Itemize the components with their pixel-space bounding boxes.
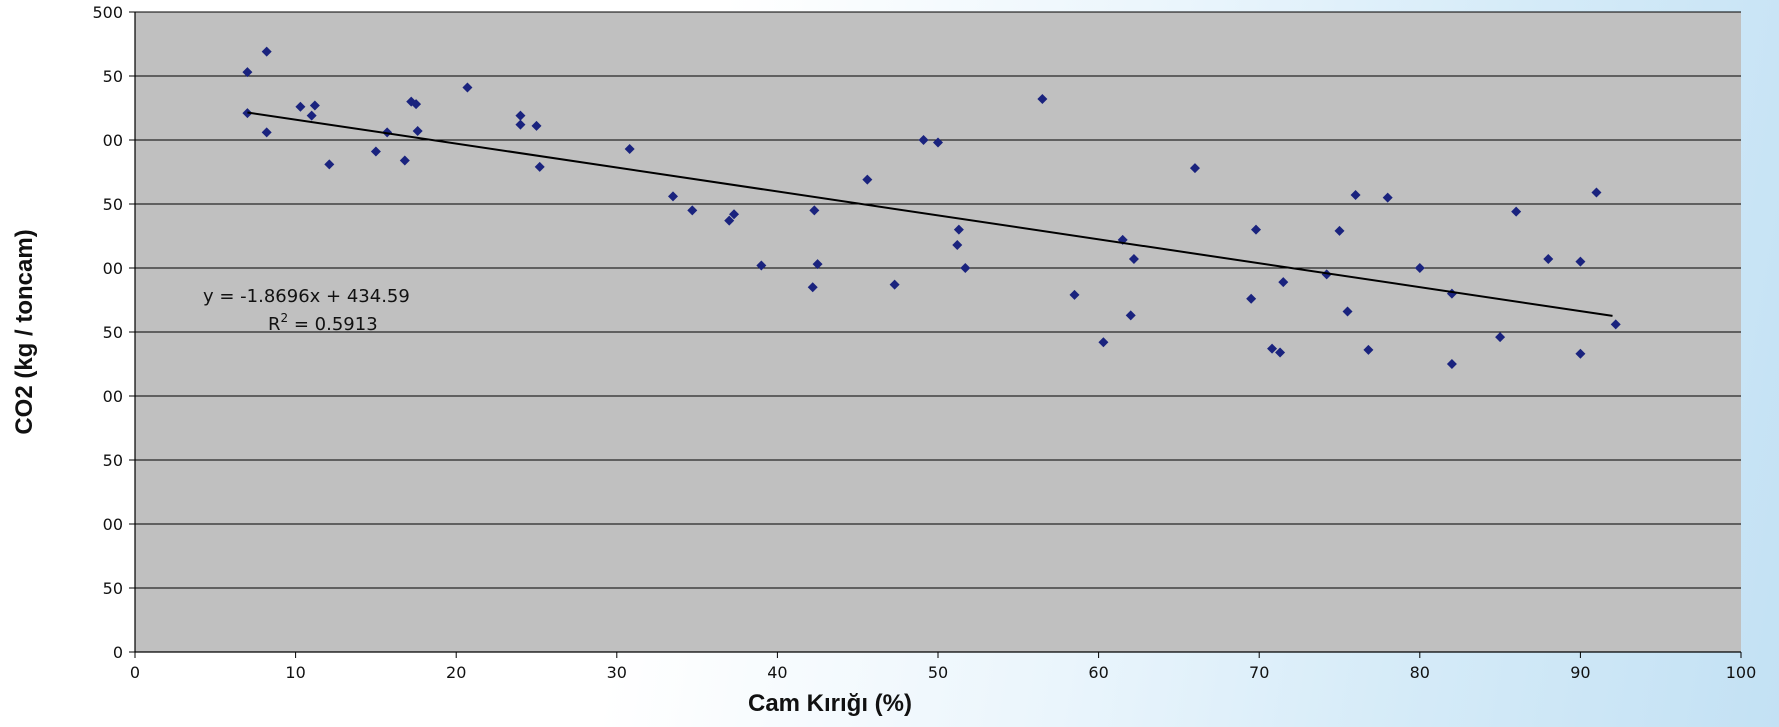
data-point — [812, 259, 823, 270]
data-point — [1591, 187, 1602, 198]
data-point — [411, 99, 422, 110]
data-point — [1250, 224, 1261, 235]
data-point — [324, 159, 335, 170]
x-axis-title: Cam Kırığı (%) — [748, 690, 912, 717]
data-point — [933, 137, 943, 148]
x-tick-label: 60 — [1088, 663, 1108, 682]
grid-lines — [135, 11, 1741, 589]
data-point — [960, 263, 971, 273]
data-point — [729, 209, 740, 220]
data-point — [370, 146, 381, 157]
data-point — [807, 282, 818, 293]
data-point — [668, 191, 679, 202]
data-point — [1278, 277, 1289, 288]
x-tick-label: 30 — [607, 663, 627, 682]
data-point — [1575, 256, 1586, 267]
r2-exponent: 2 — [281, 311, 289, 325]
y-tick-label: 50 — [103, 579, 123, 598]
y-tick-label: 500 — [92, 3, 123, 22]
data-point — [261, 46, 272, 57]
data-point — [309, 100, 320, 111]
data-point — [531, 120, 542, 131]
data-point — [1275, 347, 1286, 358]
data-point — [1446, 359, 1457, 369]
y-tick-label: 00 — [103, 259, 123, 278]
r2-prefix: R — [268, 314, 281, 335]
y-axis-ticks: 0 50 00 50 00 50 00 50 00 50 500 — [92, 3, 135, 662]
data-point — [889, 279, 900, 290]
data-point — [1350, 190, 1361, 201]
x-tick-label: 70 — [1249, 663, 1269, 682]
y-tick-label: 50 — [103, 323, 123, 342]
y-tick-label: 50 — [103, 451, 123, 470]
y-axis-title: CO2 (kg / toncam) — [11, 229, 38, 434]
x-tick-label: 50 — [928, 663, 948, 682]
data-point — [687, 205, 698, 216]
data-point — [1321, 269, 1332, 280]
data-point — [1069, 289, 1080, 300]
y-tick-label: 00 — [103, 131, 123, 150]
data-point — [756, 260, 767, 271]
data-point — [1125, 310, 1136, 321]
data-point — [1511, 206, 1522, 217]
data-point — [1189, 163, 1200, 174]
x-tick-label: 80 — [1410, 663, 1430, 682]
data-point — [624, 143, 635, 154]
trendline-r-squared: R2 = 0.5913 — [268, 311, 378, 335]
data-point — [534, 161, 545, 172]
data-point — [862, 174, 873, 185]
x-tick-label: 40 — [767, 663, 787, 682]
data-point — [412, 126, 423, 137]
data-point — [515, 110, 526, 121]
data-point — [952, 239, 963, 250]
x-axis-ticks: 0 10 20 30 40 50 60 70 80 90 100 — [130, 652, 1756, 682]
data-point — [1098, 337, 1109, 348]
data-point — [1495, 332, 1506, 343]
data-point — [1342, 306, 1353, 317]
x-tick-label: 20 — [446, 663, 466, 682]
data-point — [1037, 94, 1048, 105]
data-point — [1414, 263, 1425, 273]
data-point — [1610, 319, 1621, 330]
y-tick-label: 00 — [103, 515, 123, 534]
data-point — [953, 224, 964, 235]
data-point — [809, 205, 820, 216]
data-point — [1363, 344, 1374, 355]
trendline — [247, 111, 1613, 317]
data-point — [399, 155, 410, 166]
x-tick-label: 10 — [285, 663, 305, 682]
x-tick-label: 100 — [1726, 663, 1757, 682]
r2-value: = 0.5913 — [288, 314, 378, 335]
y-tick-label: 50 — [103, 67, 123, 86]
data-point — [1246, 293, 1257, 304]
y-tick-label: 50 — [103, 195, 123, 214]
data-point — [306, 110, 317, 121]
y-tick-label: 0 — [113, 643, 123, 662]
data-point — [1543, 254, 1554, 265]
data-point — [462, 82, 473, 93]
data-point — [918, 135, 929, 145]
data-point — [1334, 225, 1345, 236]
data-point — [242, 67, 253, 78]
x-tick-label: 90 — [1570, 663, 1590, 682]
data-point — [1382, 192, 1393, 203]
trendline-equation: y = -1.8696x + 434.59 — [203, 286, 410, 307]
data-point — [261, 127, 272, 138]
data-point — [724, 215, 735, 226]
data-point — [515, 119, 526, 130]
data-point — [1575, 348, 1586, 359]
data-point — [1128, 254, 1139, 265]
data-point — [295, 101, 306, 112]
y-tick-label: 00 — [103, 387, 123, 406]
data-point — [1267, 343, 1278, 354]
x-tick-label: 0 — [130, 663, 140, 682]
